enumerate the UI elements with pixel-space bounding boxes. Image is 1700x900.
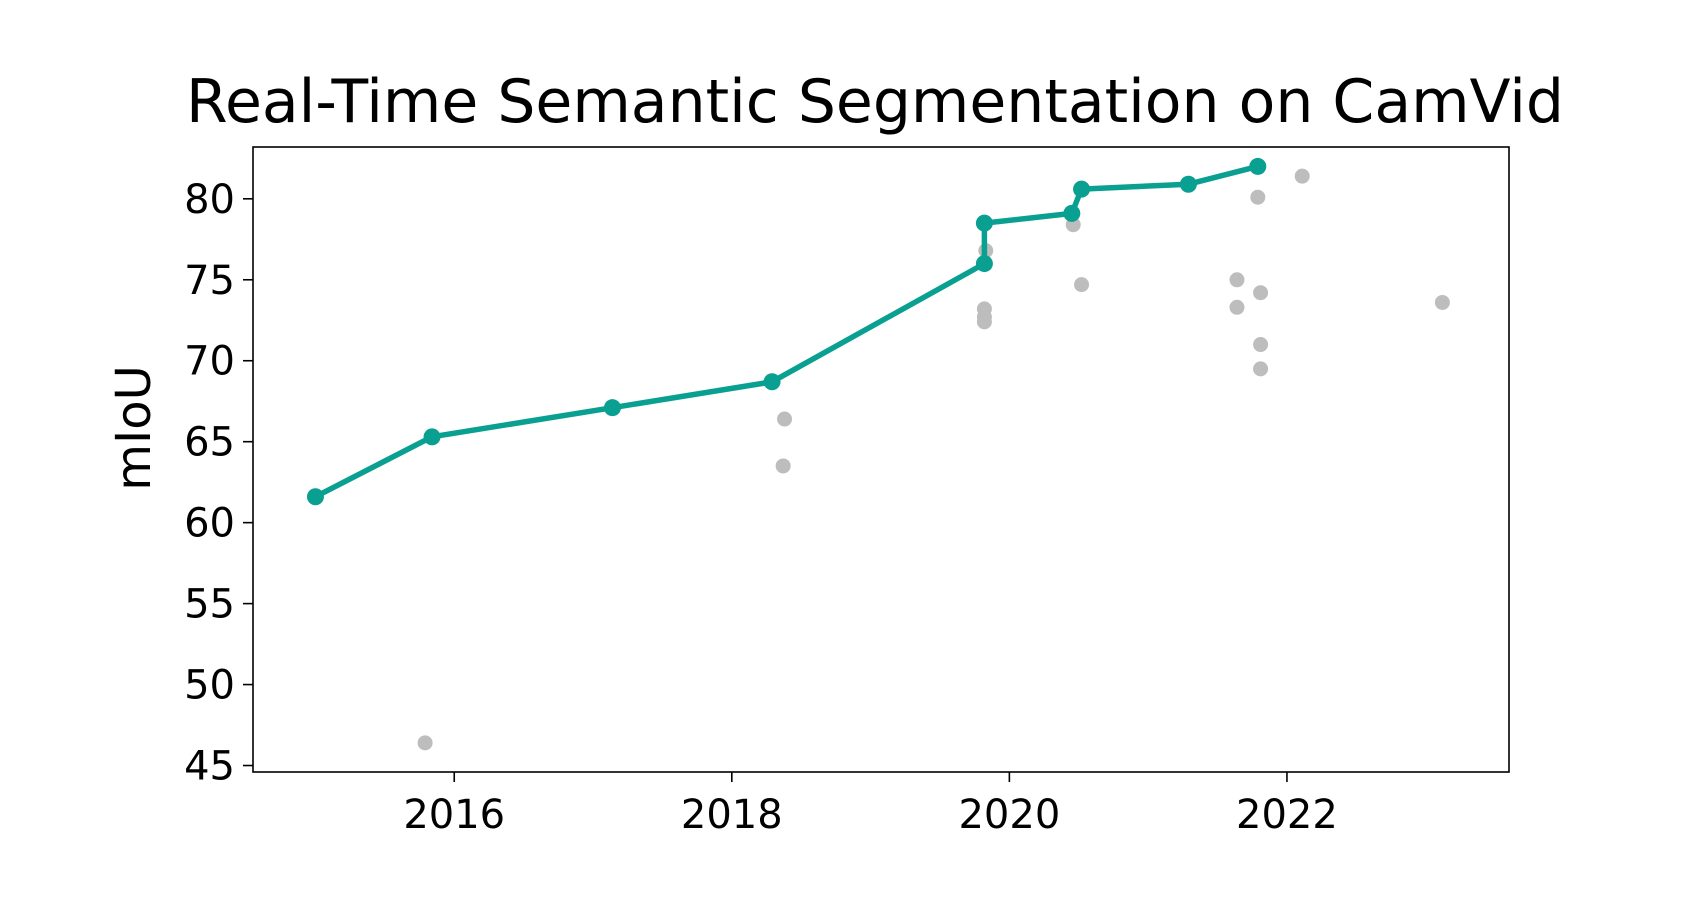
other-method-point (1294, 168, 1310, 184)
y-tick-label: 70 (184, 339, 235, 385)
other-method-point (1253, 337, 1269, 353)
other-method-point (417, 735, 433, 751)
other-method-point (1253, 361, 1269, 377)
sota-point (603, 399, 621, 417)
sota-point (763, 373, 781, 391)
plot-frame (252, 146, 1510, 773)
other-method-point (775, 458, 791, 474)
y-tick-label: 60 (184, 501, 235, 547)
other-method-point (1250, 189, 1266, 205)
other-method-point (1229, 299, 1245, 315)
y-tick-label: 65 (184, 420, 235, 466)
sota-series (306, 157, 1267, 506)
y-tick-label: 75 (184, 258, 235, 304)
sota-point (975, 255, 993, 273)
x-tick-label: 2016 (403, 792, 505, 838)
sota-point (1249, 157, 1267, 175)
sota-point (1063, 204, 1081, 222)
sota-point (423, 428, 441, 446)
other-method-point (777, 411, 793, 427)
other-method-point (1074, 277, 1090, 293)
y-axis-label: mIoU (106, 365, 162, 490)
y-tick-label: 50 (184, 663, 235, 709)
sota-line (312, 163, 1261, 500)
y-tick-label: 45 (184, 744, 235, 790)
sota-point (306, 488, 324, 506)
x-tick-label: 2022 (1236, 792, 1338, 838)
x-tick-label: 2020 (958, 792, 1060, 838)
x-tick-label: 2018 (681, 792, 783, 838)
sota-point (1073, 180, 1091, 198)
y-tick-label: 55 (184, 582, 235, 628)
chart-title: Real-Time Semantic Segmentation on CamVi… (186, 67, 1564, 137)
y-tick-label: 80 (184, 177, 235, 223)
axis-ticks: 2016 2018 2020 2022 45 50 55 60 65 70 75 80 (184, 177, 1338, 838)
other-method-point (1253, 285, 1269, 301)
other-method-point (1229, 272, 1245, 288)
other-methods-points (417, 168, 1450, 751)
sota-point (1179, 175, 1197, 193)
other-method-point (976, 301, 992, 317)
other-method-point (1434, 294, 1450, 310)
sota-point (975, 214, 993, 232)
